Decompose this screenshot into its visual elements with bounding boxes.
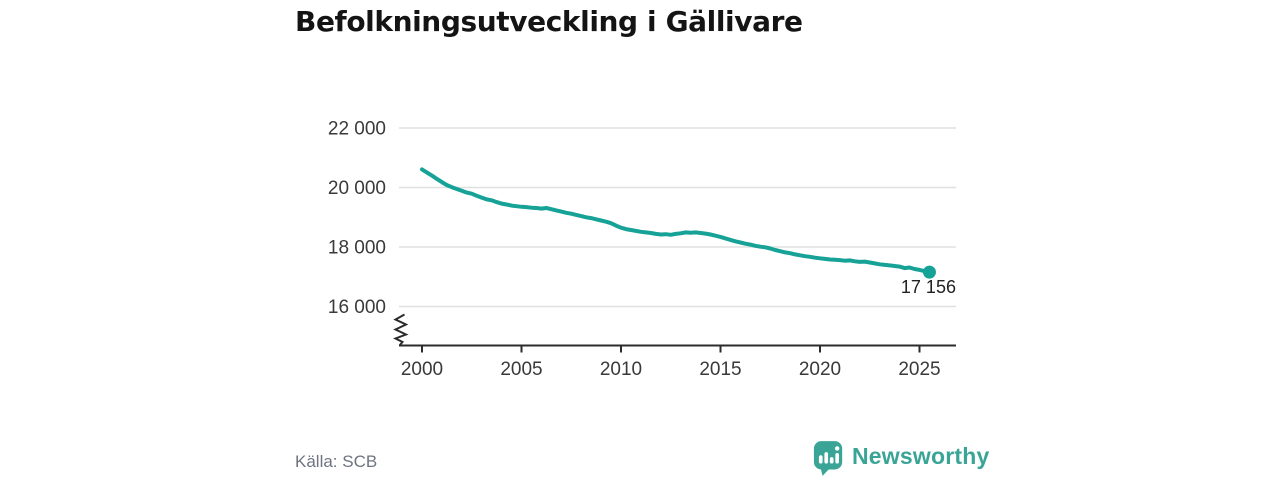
y-tick-label: 20 000 [328, 178, 386, 199]
population-line [420, 167, 932, 275]
chart-title: Befolkningsutveckling i Gällivare [295, 5, 803, 38]
data-series: 17 156 [420, 167, 956, 297]
latest-value-dot [922, 265, 936, 279]
x-tick-label: 2020 [799, 359, 841, 380]
newsworthy-logo[interactable]: Newsworthy [813, 440, 989, 478]
newsworthy-speech-bubble-barchart-icon [813, 441, 843, 476]
x-tick-label: 2010 [600, 359, 642, 380]
x-tick-label: 2000 [401, 359, 443, 380]
x-tick-label: 2015 [699, 359, 741, 380]
latest-value-label: 17 156 [901, 277, 956, 297]
y-tick-label: 22 000 [328, 119, 386, 140]
x-tick-label: 2005 [500, 359, 542, 380]
newsworthy-wordmark: Newsworthy [852, 443, 990, 469]
axes [393, 313, 956, 353]
x-tick-label: 2025 [898, 359, 940, 380]
source-label: Källa: SCB [295, 452, 378, 471]
tick-labels: 22 000 20 000 18 000 16 000 2000 2005 2010 2015… [328, 119, 941, 380]
gridlines [399, 127, 956, 308]
y-tick-label: 16 000 [328, 297, 386, 318]
y-tick-label: 18 000 [328, 238, 386, 259]
y-axis-break-icon [393, 313, 409, 347]
